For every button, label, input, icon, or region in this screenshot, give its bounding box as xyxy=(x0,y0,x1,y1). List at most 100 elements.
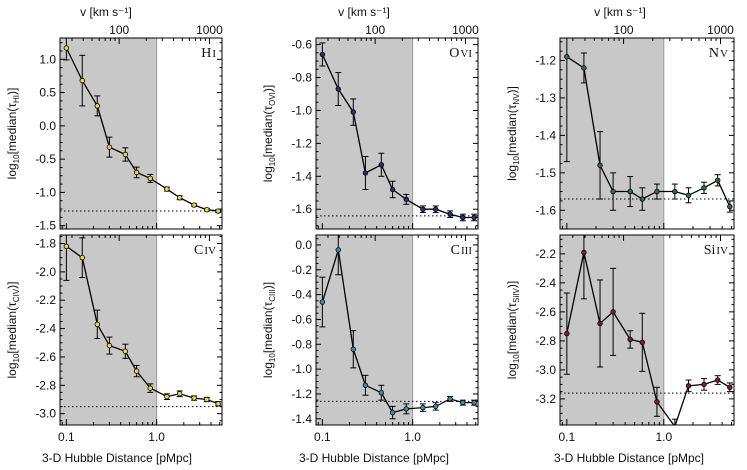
data-point xyxy=(447,396,453,402)
plot-frame xyxy=(315,234,479,426)
data-point xyxy=(715,377,721,383)
data-point xyxy=(564,54,570,60)
y-axis-label: log10[median(τSiIV)] xyxy=(505,281,521,379)
data-point xyxy=(654,399,660,405)
top-tick-label: 1000 xyxy=(707,23,734,37)
ion-label: SiIV xyxy=(704,243,728,258)
data-point xyxy=(94,321,100,328)
x-tick-label: 1.0 xyxy=(655,430,672,444)
y-tick-label: 1.0 xyxy=(39,52,56,66)
y-tick-label: -1.0 xyxy=(291,362,312,376)
top-axis-label-2: v [km s⁻¹] xyxy=(338,5,390,19)
data-point xyxy=(639,196,645,202)
data-point xyxy=(79,254,85,261)
y-tick-label: -2.0 xyxy=(35,265,56,279)
data-point xyxy=(362,382,369,388)
top-tick-label: 100 xyxy=(365,23,385,37)
data-point xyxy=(597,320,603,327)
y-tick-label: -1.2 xyxy=(535,53,556,67)
data-point xyxy=(133,169,140,176)
data-point xyxy=(581,65,587,71)
data-point xyxy=(204,396,210,403)
y-tick-label: -0.8 xyxy=(291,71,312,85)
data-point xyxy=(122,348,129,354)
data-point xyxy=(335,86,341,92)
x-tick-label: 0.1 xyxy=(558,430,575,444)
y-tick-label: -2.6 xyxy=(35,350,56,364)
ion-label: NV xyxy=(709,46,728,61)
ion-label: HI xyxy=(201,46,216,61)
data-point xyxy=(627,336,633,343)
data-point xyxy=(420,206,426,212)
data-point xyxy=(362,170,369,176)
data-point xyxy=(672,188,678,195)
shaded-region xyxy=(316,38,413,229)
data-point xyxy=(460,399,466,406)
data-point xyxy=(715,177,721,184)
y-tick-label: -2.2 xyxy=(535,247,556,261)
data-point xyxy=(581,249,587,256)
data-point xyxy=(403,196,409,203)
y-tick-label: -3.0 xyxy=(535,363,556,377)
bottom-axis-label-1: 3-D Hubble Distance [pMpc] xyxy=(42,451,192,465)
data-point xyxy=(63,45,70,51)
panel-ciii: -1.4 -1.2 -1.0 -0.8 -0.6 -0.4 -0.2 0.0 0.1 1.0 CII… xyxy=(261,234,479,444)
bottom-axis-label-3: 3-D Hubble Distance [pMpc] xyxy=(554,451,704,465)
y-tick-label: -1.2 xyxy=(291,387,312,401)
y-tick-label: -0.4 xyxy=(291,288,312,302)
data-point xyxy=(122,151,129,158)
x-tick-label: 0.1 xyxy=(314,430,331,444)
shaded-region xyxy=(60,38,157,229)
panel-nv: -1.6 -1.5 -1.4 -1.3 -1.2 100 1000 NV log10[media… xyxy=(505,23,735,230)
data-point xyxy=(701,185,707,191)
data-point xyxy=(420,404,426,411)
data-point xyxy=(133,368,140,374)
data-point xyxy=(164,393,170,400)
data-point xyxy=(63,243,70,250)
y-tick-label: -1.5 xyxy=(535,166,556,180)
y-tick-label: -2.4 xyxy=(535,276,556,290)
y-axis-label: log10[median(τCIII)] xyxy=(261,282,277,378)
data-point xyxy=(350,109,356,115)
y-tick-label: -0.6 xyxy=(291,38,312,52)
data-point xyxy=(147,175,153,182)
data-point xyxy=(727,203,733,210)
y-tick-label: 0.5 xyxy=(39,86,56,100)
data-point xyxy=(727,384,733,390)
y-tick-label: -0.8 xyxy=(291,337,312,351)
panel-siiv: -3.2 -3.0 -2.8 -2.6 -2.4 -2.2 0.1 1.0 SiIV log10[… xyxy=(505,234,735,444)
data-point xyxy=(335,247,341,253)
data-point xyxy=(701,381,707,388)
data-point xyxy=(79,77,85,84)
top-axis-label-3: v [km s⁻¹] xyxy=(594,5,646,19)
y-tick-label: -2.6 xyxy=(535,305,556,319)
y-tick-label: -3.2 xyxy=(535,392,556,406)
top-tick-label: 100 xyxy=(614,23,634,37)
y-tick-label: -1.6 xyxy=(535,203,556,217)
data-point xyxy=(106,144,113,150)
y-tick-label: -0.2 xyxy=(291,263,312,277)
data-point xyxy=(94,103,100,109)
ion-label: CIII xyxy=(451,243,473,258)
data-point xyxy=(471,399,477,406)
y-tick-label: -0.5 xyxy=(35,152,56,166)
y-tick-label: -2.2 xyxy=(35,293,56,307)
y-tick-label: -1.2 xyxy=(291,136,312,150)
y-tick-label: -1.4 xyxy=(535,128,556,142)
y-tick-label: -1.3 xyxy=(535,91,556,105)
data-point xyxy=(176,195,183,201)
y-tick-label: 0.0 xyxy=(39,119,56,133)
y-tick-label: -3.0 xyxy=(35,407,56,421)
data-point xyxy=(654,188,660,195)
shaded-region xyxy=(560,235,664,425)
data-point xyxy=(564,330,570,337)
data-point xyxy=(215,401,221,407)
y-tick-label: -1.8 xyxy=(35,237,56,251)
data-point xyxy=(378,390,385,396)
y-tick-label: 0.0 xyxy=(295,238,312,252)
plot-frame xyxy=(59,234,223,426)
data-point xyxy=(432,206,439,212)
y-tick-label: -2.4 xyxy=(35,322,56,336)
data-point xyxy=(389,186,396,193)
